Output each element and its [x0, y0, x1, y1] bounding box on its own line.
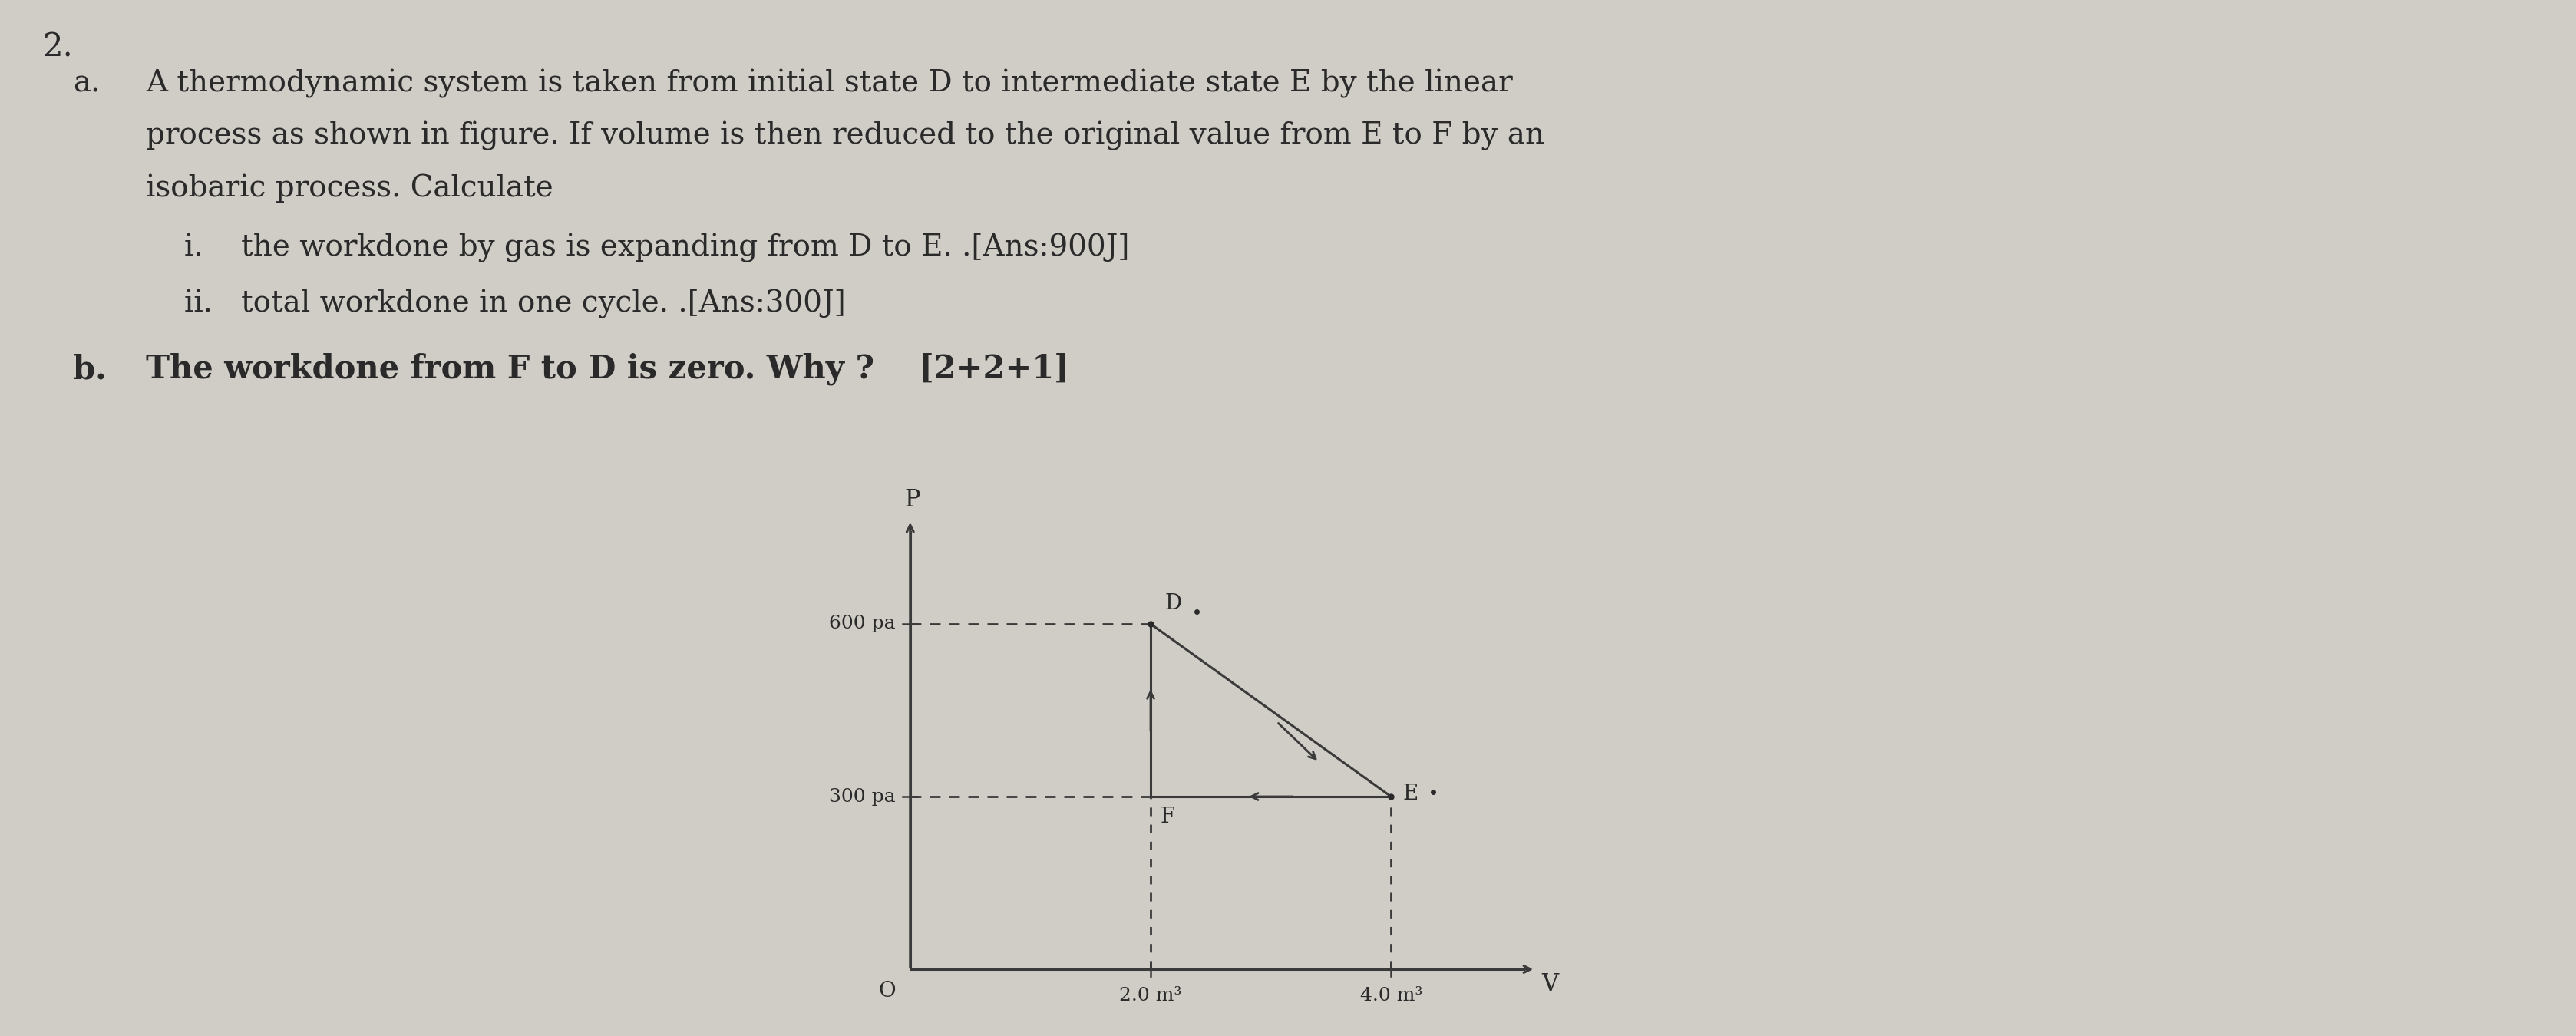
Text: isobaric process. Calculate: isobaric process. Calculate	[147, 173, 554, 202]
Text: 2.: 2.	[41, 31, 72, 63]
Text: 600 pa: 600 pa	[829, 615, 896, 633]
Text: 2.0 m³: 2.0 m³	[1121, 986, 1182, 1004]
Text: A thermodynamic system is taken from initial state D to intermediate state E by : A thermodynamic system is taken from ini…	[147, 69, 1512, 98]
Text: 4.0 m³: 4.0 m³	[1360, 986, 1422, 1004]
Text: 300 pa: 300 pa	[829, 787, 896, 805]
Text: The workdone from F to D is zero. Why ?    [2+2+1]: The workdone from F to D is zero. Why ? …	[147, 353, 1069, 385]
Text: O: O	[878, 981, 896, 1002]
Text: D: D	[1164, 593, 1182, 613]
Text: E: E	[1404, 783, 1419, 804]
Text: process as shown in figure. If volume is then reduced to the original value from: process as shown in figure. If volume is…	[147, 121, 1546, 150]
Text: i.    the workdone by gas is expanding from D to E. .[Ans:900J]: i. the workdone by gas is expanding from…	[185, 233, 1128, 262]
Text: ii.   total workdone in one cycle. .[Ans:300J]: ii. total workdone in one cycle. .[Ans:3…	[185, 289, 845, 318]
Text: V: V	[1540, 972, 1558, 996]
Text: b.: b.	[72, 353, 106, 385]
Text: P: P	[904, 488, 920, 512]
Text: a.: a.	[72, 69, 100, 97]
Text: F: F	[1159, 807, 1175, 828]
